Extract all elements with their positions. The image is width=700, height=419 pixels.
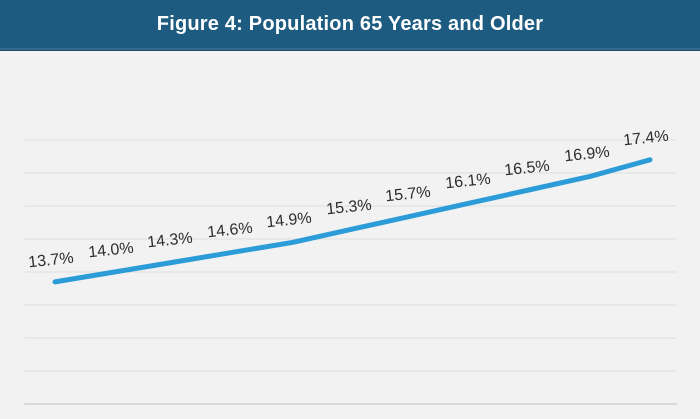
series-line xyxy=(52,157,653,285)
figure-title-bar: Figure 4: Population 65 Years and Older xyxy=(0,0,700,48)
figure-title: Figure 4: Population 65 Years and Older xyxy=(156,12,544,35)
chart-plot-area: 13.7% 14.0% 14.3% 14.6% 14.9% 15.3% 15.7% 16.1%… xyxy=(0,51,700,419)
header-bevel-light xyxy=(0,48,700,50)
header-bevel-dark xyxy=(0,50,700,51)
line-chart xyxy=(24,139,677,405)
